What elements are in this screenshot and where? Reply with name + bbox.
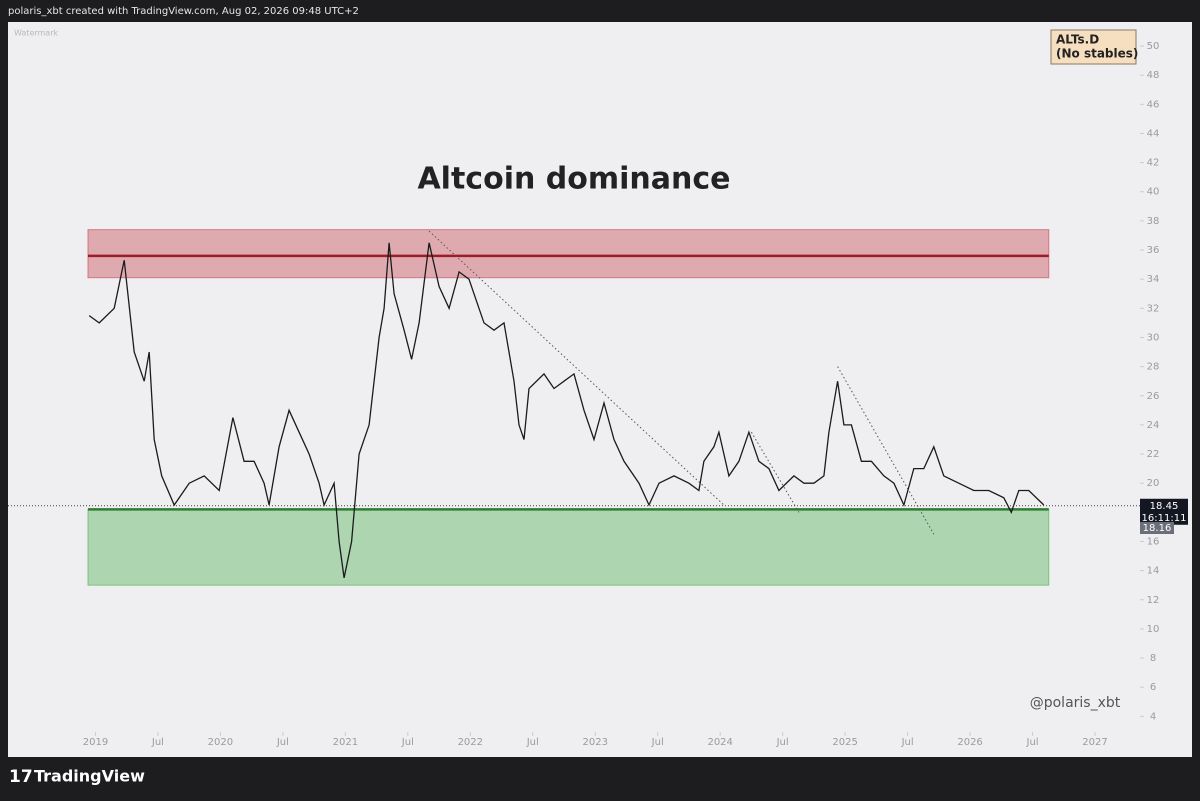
chart-title: Altcoin dominance [417, 162, 730, 197]
x-tick-label: 2023 [583, 737, 608, 748]
y-tick-label: 26 [1147, 391, 1160, 402]
last-price-label: 18.45 [1150, 501, 1179, 512]
trendline [428, 230, 725, 506]
y-tick-label: 6 [1150, 682, 1156, 693]
price-tag [1140, 498, 1188, 525]
y-tick-label: 32 [1147, 303, 1160, 314]
x-tick-label: Jul [276, 737, 289, 748]
y-tick-label: 30 [1147, 332, 1160, 343]
y-tick-label: 22 [1147, 449, 1160, 460]
y-tick-label: 4 [1150, 711, 1156, 722]
x-tick-label: 2027 [1082, 737, 1107, 748]
x-tick-label: Jul [526, 737, 539, 748]
x-tick-label: Jul [776, 737, 789, 748]
y-tick-label: 20 [1147, 478, 1160, 489]
logo-mark: 17 [9, 767, 33, 787]
x-tick-label: 2021 [333, 737, 358, 748]
x-tick-label: 2025 [832, 737, 857, 748]
prev-price-label: 18.16 [1143, 523, 1172, 534]
x-tick-label: 2020 [208, 737, 233, 748]
y-tick-label: 48 [1147, 70, 1160, 81]
x-tick-label: Jul [1026, 737, 1039, 748]
symbol-note: (No stables) [1056, 47, 1138, 61]
price-line [88, 242, 1045, 579]
y-tick-label: 16 [1147, 536, 1160, 547]
symbol-box [1050, 29, 1137, 65]
x-tick-label: 2024 [707, 737, 732, 748]
footer-logo: 17 [9, 767, 33, 787]
y-tick-label: 12 [1147, 595, 1160, 606]
x-tick-label: 2019 [83, 737, 108, 748]
x-tick-label: Jul [151, 737, 164, 748]
y-tick-label: 10 [1147, 624, 1160, 635]
y-tick-label: 50 [1147, 41, 1160, 52]
y-tick-label: 24 [1147, 420, 1160, 431]
symbol: ALTs.D [1056, 33, 1099, 47]
y-tick-label: 38 [1147, 216, 1160, 227]
y-tick-label: 14 [1147, 566, 1160, 577]
y-tick-label: 42 [1147, 158, 1160, 169]
prev-price-tag [1140, 522, 1174, 535]
header-text: polaris_xbt created with TradingView.com… [8, 6, 359, 17]
y-tick-label: 40 [1147, 187, 1160, 198]
y-tick-label: 28 [1147, 362, 1160, 373]
y-tick-label: 36 [1147, 245, 1160, 256]
x-tick-label: Jul [401, 737, 414, 748]
zone [87, 508, 1050, 586]
x-tick-label: Jul [651, 737, 664, 748]
x-tick-label: 2026 [957, 737, 982, 748]
watermark: Watermark [14, 29, 58, 38]
x-tick-label: 2022 [458, 737, 483, 748]
countdown: 16:11:11 [1142, 513, 1187, 524]
footer-text: TradingView [34, 767, 145, 786]
y-tick-label: 44 [1147, 128, 1160, 139]
signature: @polaris_xbt [1030, 695, 1121, 711]
y-tick-label: 34 [1147, 274, 1160, 285]
y-tick-label: 46 [1147, 99, 1160, 110]
y-tick-label: 8 [1150, 653, 1156, 664]
zone [87, 229, 1050, 279]
x-tick-label: Jul [901, 737, 914, 748]
